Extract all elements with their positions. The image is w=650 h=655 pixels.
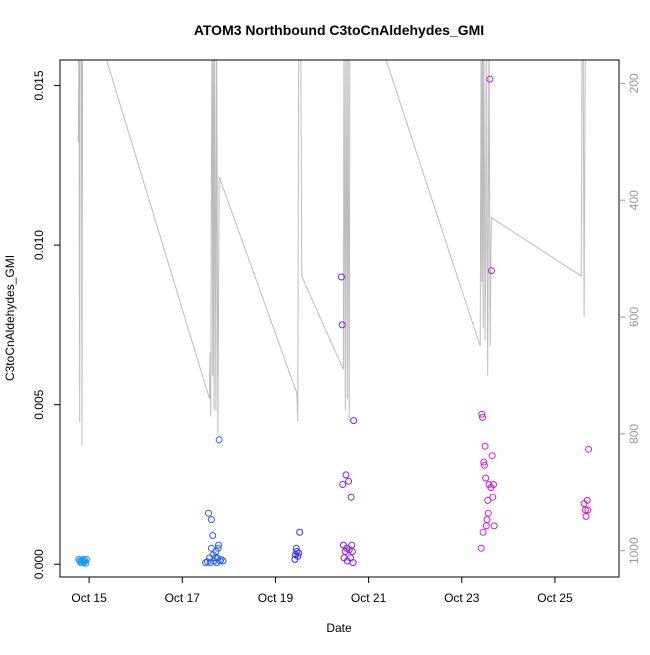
data-point xyxy=(342,471,350,479)
data-point xyxy=(482,474,490,482)
y-tick-label: 0.015 xyxy=(32,70,46,100)
data-point xyxy=(78,557,86,565)
plot-frame xyxy=(59,59,620,578)
y2-tick-label: 400 xyxy=(627,190,641,210)
y2-tick-label: 200 xyxy=(627,73,641,93)
y2-tick-label: 800 xyxy=(627,424,641,444)
data-point xyxy=(486,75,494,83)
data-point xyxy=(482,522,490,530)
data-point xyxy=(490,522,498,530)
x-tick-label: Oct 17 xyxy=(165,591,201,605)
data-point xyxy=(582,512,590,520)
data-point xyxy=(339,481,347,488)
pressure-line xyxy=(77,60,586,446)
data-point xyxy=(480,458,488,466)
axes-layer: Oct 15 Oct 17 Oct 19 Oct 21 Oct 23 Oct 25 0.00… xyxy=(32,59,641,605)
data-point xyxy=(215,436,223,444)
y-axis-label: C3toCnAldehydes_GMI xyxy=(3,255,17,381)
y-tick-label: 0.005 xyxy=(32,389,46,419)
data-point xyxy=(490,481,497,488)
data-point xyxy=(477,544,485,552)
y-tick-label: 0.010 xyxy=(32,230,46,260)
data-point xyxy=(347,493,355,501)
x-tick-label: Oct 21 xyxy=(351,591,387,605)
data-point xyxy=(204,558,211,566)
data-points-layer xyxy=(75,75,593,567)
x-tick-label: Oct 15 xyxy=(71,591,107,605)
y-tick-label: 0.000 xyxy=(32,549,46,579)
data-point xyxy=(484,496,492,504)
data-point xyxy=(295,549,303,557)
chart-title: ATOM3 Northbound C3toCnAldehydes_GMI xyxy=(194,22,484,38)
data-point xyxy=(481,442,489,450)
data-point xyxy=(341,548,349,555)
data-point xyxy=(207,544,215,552)
data-point xyxy=(215,541,222,549)
data-point xyxy=(583,496,591,504)
data-point xyxy=(484,509,492,517)
data-point xyxy=(213,559,221,567)
data-point xyxy=(219,557,227,565)
data-point xyxy=(483,516,491,524)
data-point xyxy=(214,544,222,552)
data-point xyxy=(296,528,304,536)
data-point xyxy=(488,452,496,460)
data-point xyxy=(209,532,217,539)
data-point xyxy=(345,477,353,485)
data-point xyxy=(585,445,593,453)
x-axis-label: Date xyxy=(326,621,352,635)
data-point xyxy=(349,559,357,567)
pressure-line-layer xyxy=(77,60,586,446)
data-point xyxy=(294,552,302,560)
data-point xyxy=(478,410,486,418)
data-point xyxy=(337,273,345,281)
data-point xyxy=(348,541,356,549)
y2-tick-label: 1000 xyxy=(627,537,641,564)
data-point xyxy=(293,548,301,555)
x-tick-label: Oct 23 xyxy=(444,591,480,605)
data-point xyxy=(584,506,592,514)
data-point xyxy=(217,555,225,563)
data-point xyxy=(82,559,90,567)
y2-tick-label: 600 xyxy=(627,307,641,327)
data-point xyxy=(489,493,497,501)
data-point xyxy=(348,548,356,555)
x-tick-label: Oct 25 xyxy=(537,591,573,605)
data-point xyxy=(338,321,346,329)
x-tick-label: Oct 19 xyxy=(258,591,294,605)
data-point xyxy=(479,413,486,421)
data-point xyxy=(83,555,90,563)
data-point xyxy=(350,417,358,425)
data-point xyxy=(216,557,224,565)
data-point xyxy=(479,528,487,536)
data-point xyxy=(205,509,212,517)
data-point xyxy=(207,516,215,524)
data-point xyxy=(488,267,495,275)
data-point xyxy=(480,461,488,469)
